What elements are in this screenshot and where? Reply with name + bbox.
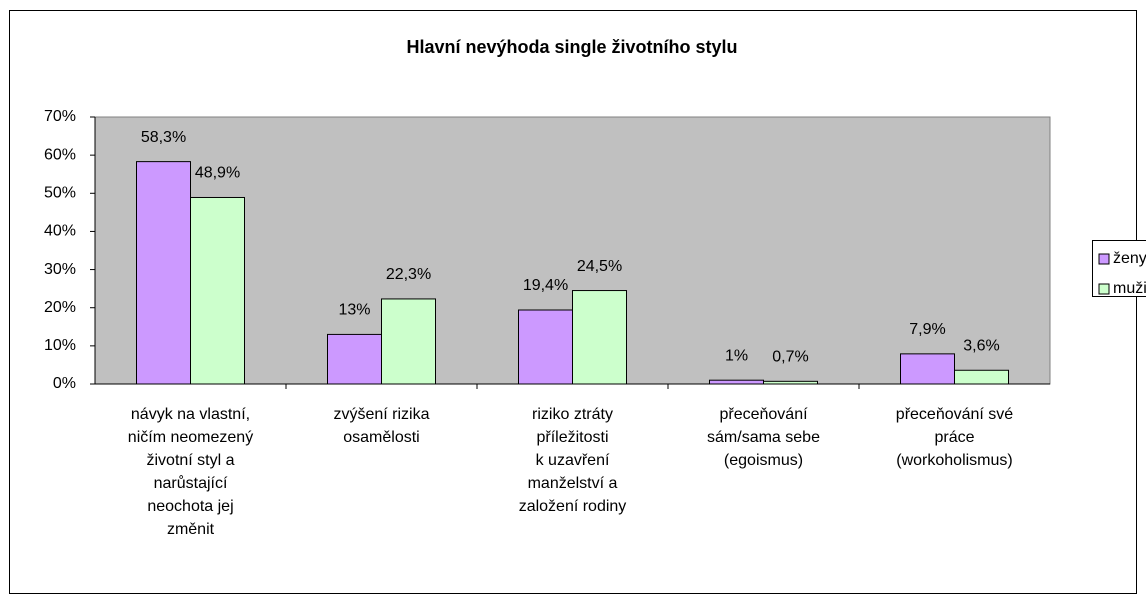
x-tick-label: osamělosti	[343, 429, 419, 446]
x-tick-label: (egoismus)	[724, 452, 803, 469]
bar	[763, 380, 818, 385]
bar	[136, 161, 191, 385]
bar	[954, 369, 1009, 385]
x-tick-label: narůstající	[154, 474, 228, 492]
x-tick-label: zvýšení rizika	[333, 406, 429, 423]
data-label: 13%	[338, 302, 370, 319]
x-tick-label: (workoholismus)	[896, 452, 1012, 469]
x-tick-label: manželství a	[528, 475, 618, 492]
legend-label: ženy	[1113, 250, 1146, 267]
data-label: 48,9%	[195, 165, 240, 182]
x-tick-label: sám/sama sebe	[707, 429, 820, 446]
legend-label: muži	[1113, 280, 1146, 297]
x-tick-label: příležitosti	[536, 429, 608, 446]
x-tick-label: přeceňování své	[896, 406, 1014, 423]
bar	[900, 353, 955, 385]
x-tick-label: změnit	[167, 521, 215, 538]
data-label: 58,3%	[141, 129, 186, 146]
y-tick-label: 20%	[44, 299, 76, 316]
y-tick-label: 70%	[44, 108, 76, 125]
y-tick-label: 30%	[44, 261, 76, 278]
x-tick-label: k uzavření	[536, 452, 610, 469]
bar	[709, 379, 764, 385]
chart-title: Hlavní nevýhoda single životního stylu	[406, 37, 737, 57]
x-tick-label: životní styl a	[146, 452, 234, 469]
legend-swatch	[1098, 253, 1110, 265]
legend-swatch	[1098, 283, 1110, 295]
bar	[381, 298, 436, 385]
bar	[572, 290, 627, 385]
data-label: 19,4%	[523, 277, 568, 294]
y-tick-label: 0%	[53, 375, 76, 392]
y-tick-label: 60%	[44, 146, 76, 163]
bar	[518, 309, 573, 385]
x-tick-label: riziko ztráty	[532, 406, 613, 423]
bar	[190, 196, 245, 385]
bar	[327, 333, 382, 385]
x-tick-label: přeceňování	[719, 406, 808, 423]
x-tick-label: práce	[934, 429, 974, 446]
data-label: 24,5%	[577, 258, 622, 275]
data-label: 0,7%	[772, 349, 808, 366]
y-tick-label: 40%	[44, 223, 76, 240]
data-label: 7,9%	[909, 321, 945, 338]
x-tick-label: založení rodiny	[519, 498, 627, 515]
data-label: 1%	[725, 347, 748, 364]
x-tick-label: návyk na vlastní,	[131, 406, 250, 423]
data-label: 3,6%	[963, 337, 999, 354]
y-tick-label: 50%	[44, 185, 76, 202]
data-label: 22,3%	[386, 266, 431, 283]
x-tick-label: ničím neomezený	[128, 429, 253, 446]
y-tick-label: 10%	[44, 337, 76, 354]
x-tick-label: neochota jej	[147, 498, 233, 515]
